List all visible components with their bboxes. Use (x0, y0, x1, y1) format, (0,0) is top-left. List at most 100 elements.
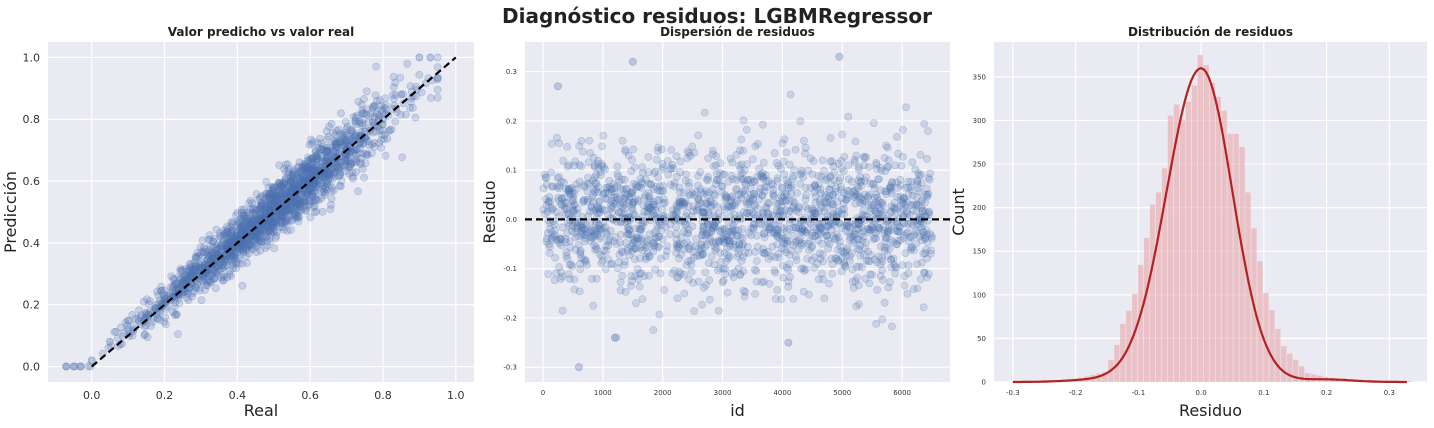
data-point (229, 259, 238, 268)
data-point (249, 219, 257, 228)
data-point (865, 257, 874, 266)
data-point (207, 248, 216, 257)
data-point (321, 182, 329, 191)
data-point (212, 242, 220, 251)
data-point (558, 201, 566, 209)
data-point (426, 94, 435, 102)
data-point (319, 172, 328, 181)
data-point (172, 310, 181, 318)
data-point (345, 169, 353, 178)
data-point (210, 273, 219, 282)
data-point (362, 87, 371, 96)
data-point (257, 224, 266, 233)
data-point (668, 269, 677, 278)
data-point (328, 183, 337, 192)
data-point (823, 231, 831, 240)
data-point (277, 212, 285, 221)
data-point (284, 168, 293, 176)
data-point (638, 242, 647, 251)
data-point (306, 155, 315, 164)
data-point (124, 316, 133, 325)
data-point (281, 217, 289, 226)
data-point (117, 323, 125, 332)
data-point (304, 156, 313, 165)
data-point (331, 162, 340, 171)
data-point (195, 276, 204, 284)
data-point (630, 236, 638, 245)
data-point (300, 194, 308, 203)
data-point (256, 226, 265, 234)
data-point (277, 181, 286, 190)
data-point (215, 265, 224, 274)
data-point (570, 285, 579, 294)
data-point (644, 153, 653, 161)
data-point (318, 178, 327, 187)
data-point (353, 111, 361, 120)
data-point (308, 159, 317, 168)
data-point (187, 292, 196, 301)
data-point (545, 242, 554, 251)
data-point (265, 201, 274, 210)
data-point (210, 234, 219, 243)
data-point (705, 295, 714, 304)
data-point (280, 179, 289, 188)
data-point (315, 176, 323, 185)
data-point (265, 189, 274, 198)
data-point (544, 270, 553, 278)
data-point (789, 231, 798, 240)
data-point (271, 214, 279, 222)
data-point (222, 241, 231, 250)
data-point (657, 187, 666, 195)
data-point (388, 91, 397, 99)
grid-lines (48, 42, 474, 382)
data-point (675, 242, 683, 251)
data-point (361, 124, 370, 133)
data-point (211, 267, 220, 276)
data-point (433, 74, 442, 83)
data-point (255, 210, 264, 219)
data-point (553, 133, 561, 142)
histogram-bar (1275, 329, 1281, 382)
data-point (721, 264, 729, 273)
data-point (316, 145, 325, 154)
data-point (363, 105, 371, 113)
data-point (335, 157, 344, 166)
y-axis-label: Count (949, 188, 968, 236)
data-point (720, 224, 729, 233)
data-point (356, 154, 365, 163)
data-point (283, 203, 292, 212)
data-point (759, 158, 768, 167)
data-point (601, 189, 610, 197)
data-point (251, 239, 260, 248)
data-point (265, 217, 274, 226)
data-point (789, 223, 798, 232)
data-point (736, 172, 745, 181)
data-point (254, 196, 262, 204)
data-point (198, 252, 207, 261)
data-point (673, 294, 682, 303)
data-point (295, 201, 303, 210)
data-point (366, 109, 375, 118)
data-point (340, 139, 349, 147)
data-point (886, 207, 895, 216)
data-point (740, 207, 748, 216)
histogram-bar (1179, 119, 1186, 383)
data-point (292, 200, 301, 209)
data-point (585, 179, 594, 188)
data-point (635, 282, 644, 291)
data-point (862, 173, 870, 182)
data-point (883, 227, 892, 236)
data-point (271, 197, 280, 206)
data-point (264, 206, 273, 214)
data-point (281, 217, 290, 226)
data-point (249, 244, 258, 253)
data-point (381, 151, 390, 160)
data-point (185, 264, 194, 272)
data-point (187, 259, 195, 268)
data-point (228, 249, 237, 258)
data-point (923, 154, 931, 163)
data-point (782, 263, 791, 272)
data-point (920, 119, 929, 128)
data-point (229, 253, 238, 262)
data-point (312, 151, 320, 160)
